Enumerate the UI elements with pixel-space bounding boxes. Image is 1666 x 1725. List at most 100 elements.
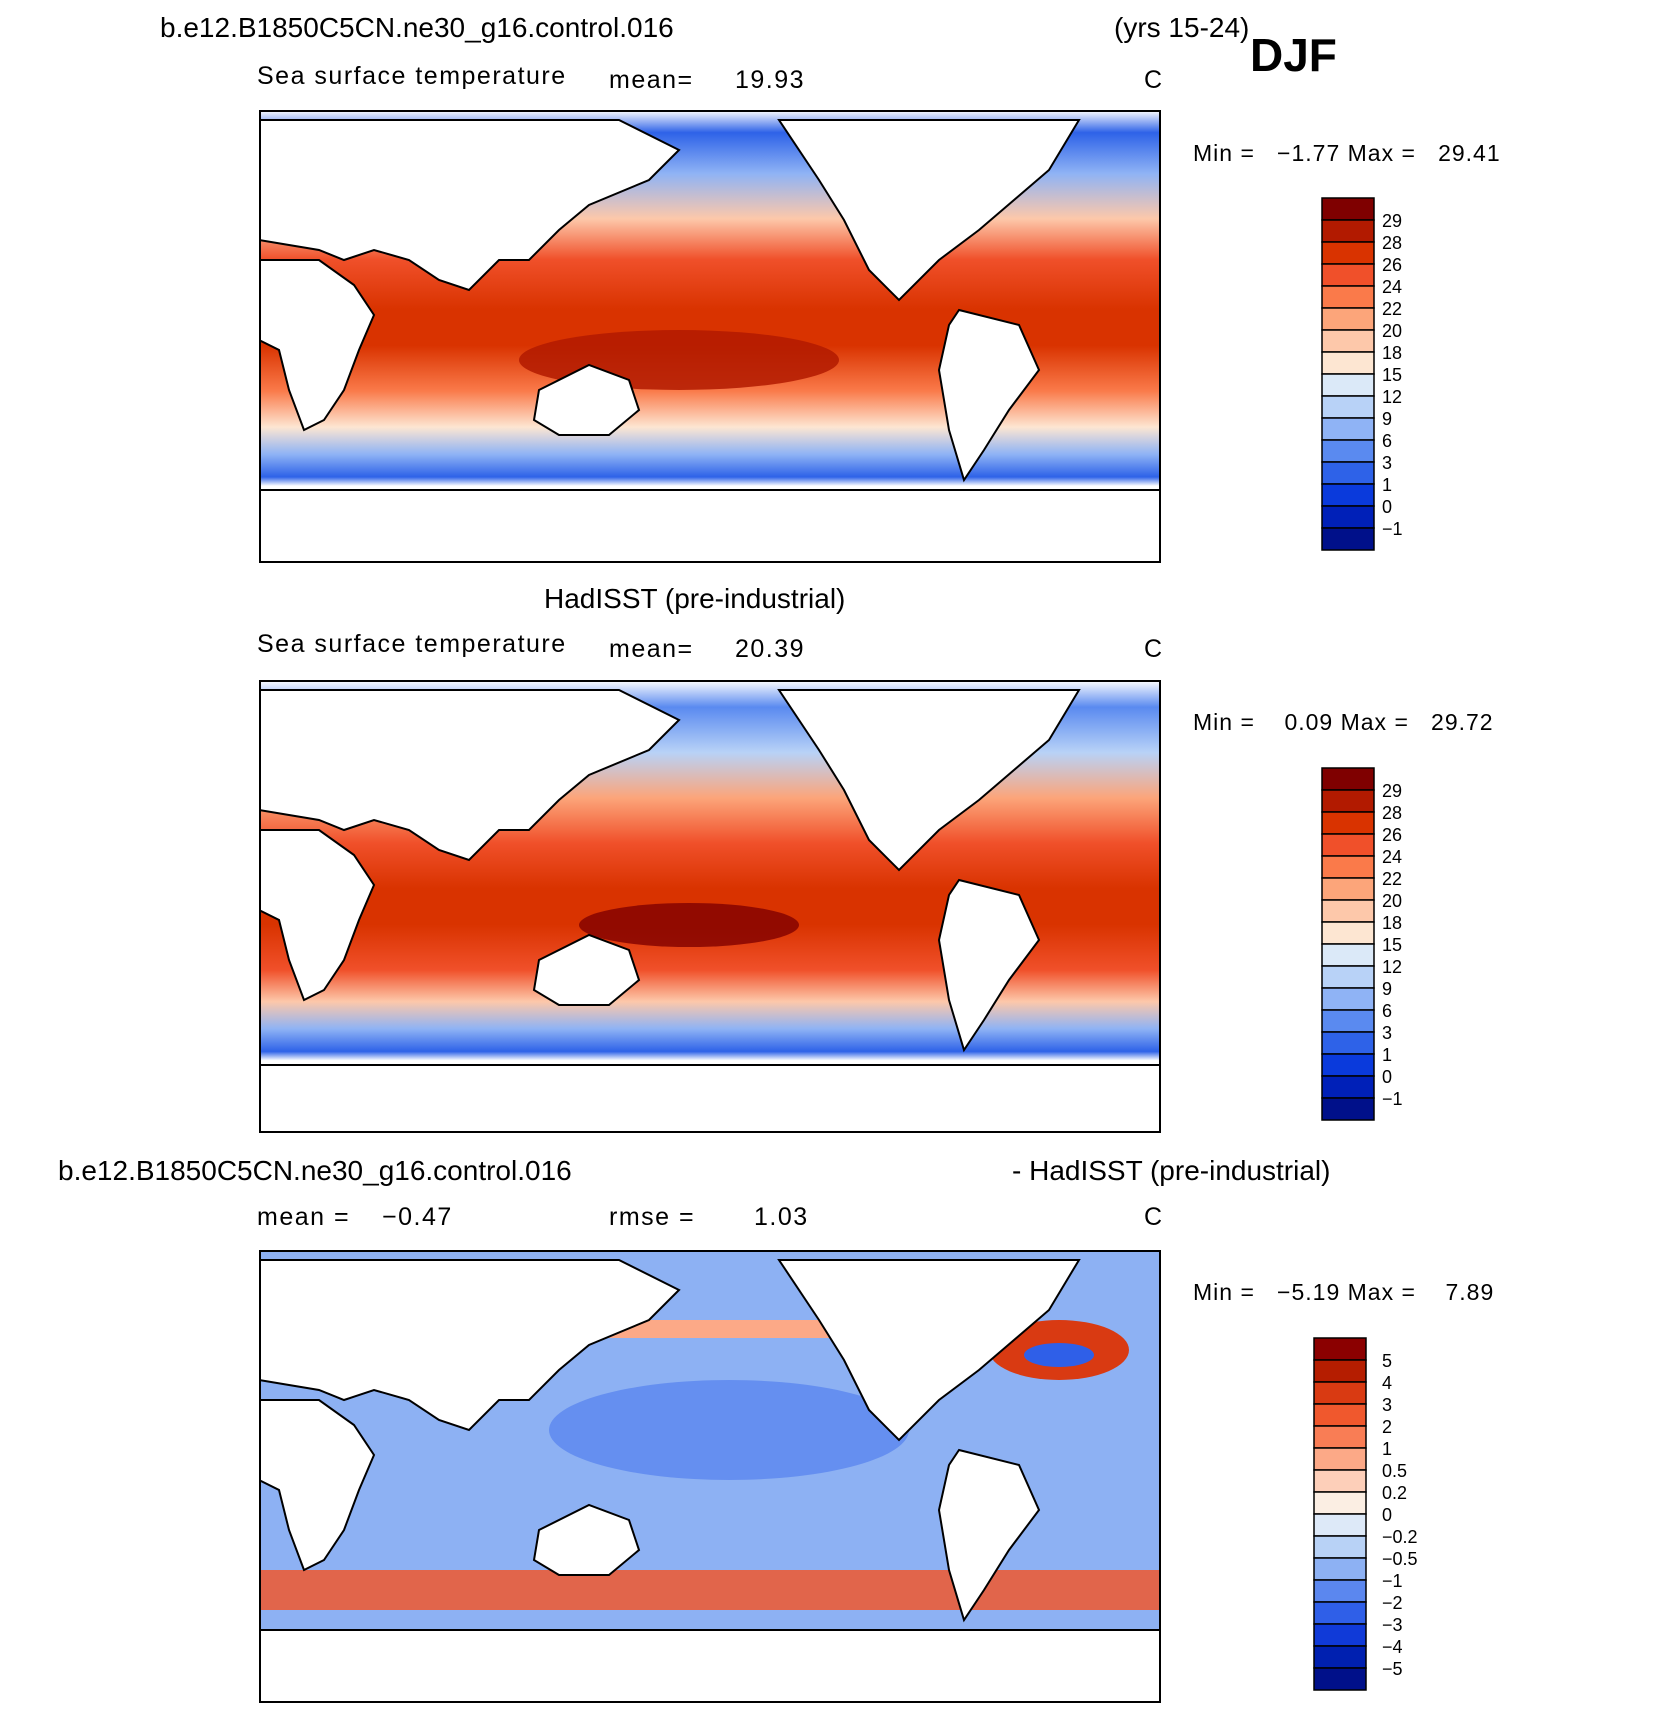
panel3-colorbar-tick-label: −2 xyxy=(1382,1593,1403,1613)
panel3-colorbar-tick-label: −5 xyxy=(1382,1659,1403,1679)
panel1-colorbar-color-box xyxy=(1321,483,1375,507)
panel2-colorbar-tick-label: 1 xyxy=(1382,1045,1392,1065)
australia-land xyxy=(532,1503,641,1576)
panel1-colorbar-tick-label: 15 xyxy=(1382,365,1402,385)
panel3-colorbar-tick-label: −3 xyxy=(1382,1615,1403,1635)
panel3-map-border xyxy=(259,1250,1161,1703)
eurasia-land xyxy=(259,689,681,862)
africa-land xyxy=(259,829,376,1002)
eurasia-land xyxy=(259,119,681,292)
panel1-colorbar-tick-label: −1 xyxy=(1382,519,1403,539)
panel3-title-right: - HadISST (pre-industrial) xyxy=(1012,1155,1331,1186)
panel2-colorbar-color-box xyxy=(1321,965,1375,989)
panel2-colorbar-color-box xyxy=(1321,943,1375,967)
panel1-sst-map xyxy=(259,110,1161,563)
panel3-colorbar-tick-label: 0.2 xyxy=(1382,1483,1407,1503)
antarctica-land xyxy=(259,1064,1161,1133)
panel1-colorbar-color-box xyxy=(1321,197,1375,221)
panel1-colorbar-tick-label: 0 xyxy=(1382,497,1392,517)
panel2-colorbar-color-box xyxy=(1321,899,1375,923)
panel2-colorbar-tick-label: 28 xyxy=(1382,803,1402,823)
panel3-colorbar-color-box xyxy=(1313,1381,1367,1405)
panel2-colorbar-tick-label: 29 xyxy=(1382,781,1402,801)
north-america-land xyxy=(777,119,1081,302)
panel3-colorbar-color-box xyxy=(1313,1667,1367,1691)
panel3-title-left: b.e12.B1850C5CN.ne30_g16.control.016 xyxy=(58,1155,572,1186)
panel3-southern-warm-band xyxy=(259,1570,1161,1610)
panel2-colorbar-color-box xyxy=(1321,921,1375,945)
panel3-colorbar-tick-label: −4 xyxy=(1382,1637,1403,1657)
panel1-colorbar-tick-label: 28 xyxy=(1382,233,1402,253)
panel2-colorbar-color-box xyxy=(1321,767,1375,791)
panel2-title: HadISST (pre-industrial) xyxy=(544,583,846,614)
panel1-colorbar-color-box xyxy=(1321,329,1375,353)
panel2-colorbar-tick-label: 22 xyxy=(1382,869,1402,889)
panel2-colorbar-color-box xyxy=(1321,1053,1375,1077)
antarctica-land xyxy=(259,1629,1161,1703)
panel2-colorbar-color-box xyxy=(1321,1075,1375,1099)
panel2-map-border xyxy=(259,680,1161,1133)
panel1-colorbar-color-box xyxy=(1321,417,1375,441)
panel1-colorbar-tick-label: 18 xyxy=(1382,343,1402,363)
panel1-minmax: Min = −1.77 Max = 29.41 xyxy=(1193,140,1501,166)
panel2-colorbar-tick-label: 6 xyxy=(1382,1001,1392,1021)
panel3-colorbar-color-box xyxy=(1313,1425,1367,1449)
panel2-colorbar-color-box xyxy=(1321,987,1375,1011)
season-label: DJF xyxy=(1250,29,1337,81)
panel3-colorbar-color-box xyxy=(1313,1337,1367,1361)
panel3-colorbar-tick-label: −0.2 xyxy=(1382,1527,1418,1547)
panel1-colorbar-tick-label: 12 xyxy=(1382,387,1402,407)
panel3-colorbar-color-box xyxy=(1313,1513,1367,1537)
panel3-difference-map xyxy=(259,1250,1161,1703)
panel2-colorbar-color-box xyxy=(1321,789,1375,813)
panel3-colorbar-tick-label: 3 xyxy=(1382,1395,1392,1415)
panel1-colorbar-tick-label: 1 xyxy=(1382,475,1392,495)
panel3-colorbar-tick-label: −0.5 xyxy=(1382,1549,1418,1569)
north-america-land xyxy=(777,1259,1081,1442)
panel1-mean-value: 19.93 xyxy=(735,66,806,94)
panel3-rmse-label: rmse = xyxy=(609,1203,696,1231)
africa-land xyxy=(259,1399,376,1572)
panel1-colorbar-color-box xyxy=(1321,307,1375,331)
south-america-land xyxy=(937,878,1041,1053)
panel2-colorbar-color-box xyxy=(1321,1097,1375,1121)
panel2-colorbar-tick-label: 0 xyxy=(1382,1067,1392,1087)
panel3-minmax: Min = −5.19 Max = 7.89 xyxy=(1193,1279,1495,1305)
africa-land xyxy=(259,259,376,432)
panel3-colorbar-tick-label: 4 xyxy=(1382,1373,1392,1393)
case-title: b.e12.B1850C5CN.ne30_g16.control.016 xyxy=(160,12,674,43)
panel2-colorbar-color-box xyxy=(1321,877,1375,901)
panel1-colorbar-tick-label: 9 xyxy=(1382,409,1392,429)
panel3-north-pacific-band xyxy=(579,1320,879,1338)
panel1-mean-label: mean= xyxy=(609,66,694,94)
panel1-colorbar-tick-label: 6 xyxy=(1382,431,1392,451)
panel3-mean-label: mean = xyxy=(257,1203,351,1231)
panel1-colorbar-color-box xyxy=(1321,395,1375,419)
panel2-colorbar-color-box xyxy=(1321,1031,1375,1055)
panel2-colorbar-color-box xyxy=(1321,811,1375,835)
panel2-colorbar-color-box xyxy=(1321,855,1375,879)
panel3-colorbar-tick-label: 1 xyxy=(1382,1439,1392,1459)
panel2-colorbar-tick-label: 3 xyxy=(1382,1023,1392,1043)
south-america-land xyxy=(937,308,1041,483)
panel1-colorbar-color-box xyxy=(1321,439,1375,463)
panel3-colorbar-color-box xyxy=(1313,1579,1367,1603)
panel1-map-border xyxy=(259,110,1161,563)
south-america-land xyxy=(937,1448,1041,1623)
years-label: (yrs 15-24) xyxy=(1114,12,1250,43)
panel3-colorbar-color-box xyxy=(1313,1359,1367,1383)
panel3-colorbar-color-box xyxy=(1313,1557,1367,1581)
panel1-colorbar-color-box xyxy=(1321,461,1375,485)
panel1-colorbar-tick-label: 20 xyxy=(1382,321,1402,341)
panel3-colorbar-color-box xyxy=(1313,1535,1367,1559)
panel3-labrador-anomaly xyxy=(1024,1343,1094,1367)
panel2-colorbar-tick-label: 20 xyxy=(1382,891,1402,911)
panel3-mean-value: −0.47 xyxy=(382,1203,453,1231)
eurasia-land xyxy=(259,1259,681,1432)
panel2-colorbar-color-box xyxy=(1321,1009,1375,1033)
panel3-colorbar-color-box xyxy=(1313,1645,1367,1669)
panel1-colorbar-color-box xyxy=(1321,351,1375,375)
panel3-colorbar-color-box xyxy=(1313,1491,1367,1515)
panel2-colorbar-tick-label: −1 xyxy=(1382,1089,1403,1109)
panel1-colorbar-tick-label: 22 xyxy=(1382,299,1402,319)
